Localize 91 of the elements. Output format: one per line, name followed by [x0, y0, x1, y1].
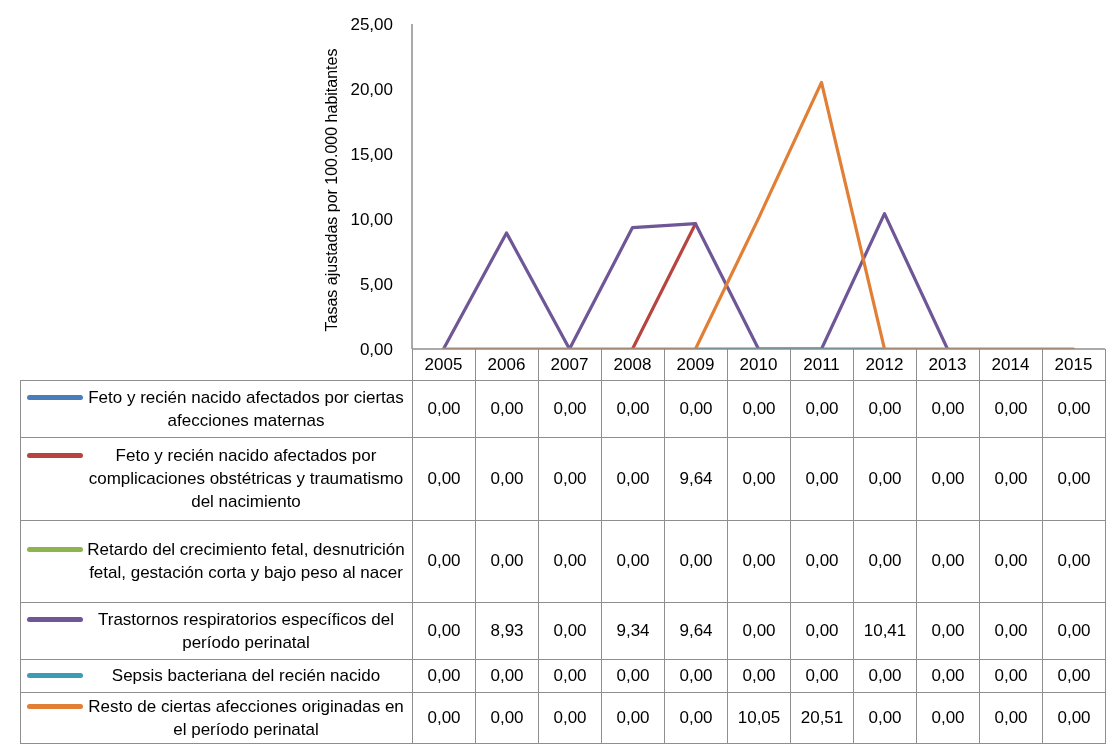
x-tick-label: 2006: [487, 355, 526, 375]
text: 0,00: [994, 398, 1028, 418]
data-label: 0,00: [679, 665, 713, 685]
text: 0,00: [994, 468, 1028, 488]
text: 0,00: [742, 398, 776, 418]
data-label: 8,93: [490, 620, 524, 640]
x-tick-label: 2010: [739, 355, 778, 375]
data-label: 9,64: [679, 620, 713, 640]
text: 0,00: [931, 468, 965, 488]
text: 0,00: [427, 468, 461, 488]
legend-label: Feto y recién nacido afectados por complicaciones obstétricas y traumatismo del nacimiento: [88, 446, 404, 511]
legend-label: Sepsis bacteriana del recién nacido: [111, 666, 381, 685]
text: 0,00: [931, 551, 965, 570]
data-label: 9,34: [616, 620, 650, 640]
text: 0,00: [490, 665, 524, 685]
text: 0,00: [1057, 398, 1091, 418]
text: 0,00: [427, 551, 461, 570]
text: 0,00: [1057, 620, 1091, 640]
text: 0,00: [490, 551, 524, 570]
y-tick-label: 20,00: [350, 80, 393, 100]
x-tick-label: 2015: [1054, 355, 1093, 375]
data-label: 0,00: [742, 620, 776, 640]
legend-label: Trastornos respiratorios específicos del período perinatal: [97, 609, 395, 652]
data-label: 0,00: [616, 468, 650, 488]
legend-label: Retardo del crecimiento fetal, desnutrición fetal, gestación corta y bajo peso al nacer: [87, 540, 405, 582]
data-label: 0,00: [805, 665, 839, 685]
text: 0,00: [868, 398, 902, 418]
text: 0,00: [868, 551, 902, 570]
text: 0,00: [742, 468, 776, 488]
y-tick-label: 25,00: [350, 15, 393, 35]
text: 0,00: [994, 620, 1028, 640]
text: 0,00: [427, 398, 461, 418]
text: 0,00: [805, 468, 839, 488]
x-tick-label: 2012: [865, 355, 904, 375]
data-label: 0,00: [427, 707, 461, 727]
text: 0,00: [994, 665, 1028, 685]
y-axis-title: Tasas ajustadas por 100.000 habitantes: [323, 48, 340, 332]
y-tick-label: 5,00: [359, 275, 393, 295]
data-label: 0,00: [490, 707, 524, 727]
data-label: 9,64: [679, 468, 713, 488]
text: 0,00: [1057, 468, 1091, 488]
text: 0,00: [742, 551, 776, 570]
data-label: 0,00: [994, 707, 1028, 727]
data-label: 0,00: [868, 665, 902, 685]
data-label: 10,05: [737, 707, 781, 727]
text: 0,00: [931, 398, 965, 418]
data-label: 0,00: [553, 707, 587, 727]
line-series: [441, 212, 950, 349]
text: 0,00: [553, 398, 587, 418]
text: 0,00: [1057, 665, 1091, 685]
text: 0,00: [616, 551, 650, 570]
data-label: 0,00: [931, 707, 965, 727]
y-tick-label: 10,00: [350, 210, 393, 230]
text: 0,00: [616, 398, 650, 418]
data-label: 0,00: [805, 620, 839, 640]
legend-label: Resto de ciertas afecciones originadas en el período perinatal: [88, 696, 404, 739]
data-label: 0,00: [868, 707, 902, 727]
data-label: 0,00: [931, 620, 965, 640]
text: 0,00: [1057, 551, 1091, 570]
x-tick-label: 2011: [803, 355, 840, 375]
text: 0,00: [616, 665, 650, 685]
x-tick-label: 2013: [928, 355, 967, 375]
data-label: 0,00: [1057, 707, 1091, 727]
data-label: 0,00: [427, 620, 461, 640]
data-label: 0,00: [616, 707, 650, 727]
x-tick-label: 2007: [550, 355, 589, 375]
x-tick-label: 2005: [424, 355, 463, 375]
data-label: 20,51: [800, 707, 844, 727]
text: 0,00: [805, 551, 839, 570]
x-tick-label: 2008: [613, 355, 652, 375]
text: 0,00: [553, 551, 587, 570]
text: 0,00: [868, 468, 902, 488]
text: 0,00: [490, 398, 524, 418]
data-label: 0,00: [742, 665, 776, 685]
x-tick-label: 2009: [676, 355, 715, 375]
text: 0,00: [679, 398, 713, 418]
legend-label: Feto y recién nacido afectados por ciertas afecciones maternas: [88, 387, 404, 430]
text: 0,00: [490, 468, 524, 488]
text: 0,00: [931, 665, 965, 685]
text: 0,00: [553, 468, 587, 488]
y-tick-label: 15,00: [350, 145, 393, 165]
data-label: 0,00: [679, 707, 713, 727]
data-label: 10,41: [863, 620, 907, 640]
data-label: 0,00: [553, 620, 587, 640]
text: 0,00: [805, 398, 839, 418]
text: 0,00: [679, 551, 713, 570]
text: 0,00: [427, 665, 461, 685]
x-tick-label: 2014: [991, 355, 1030, 375]
y-tick-label: 0,00: [359, 340, 393, 360]
text: 0,00: [553, 665, 587, 685]
text: 0,00: [994, 551, 1028, 570]
